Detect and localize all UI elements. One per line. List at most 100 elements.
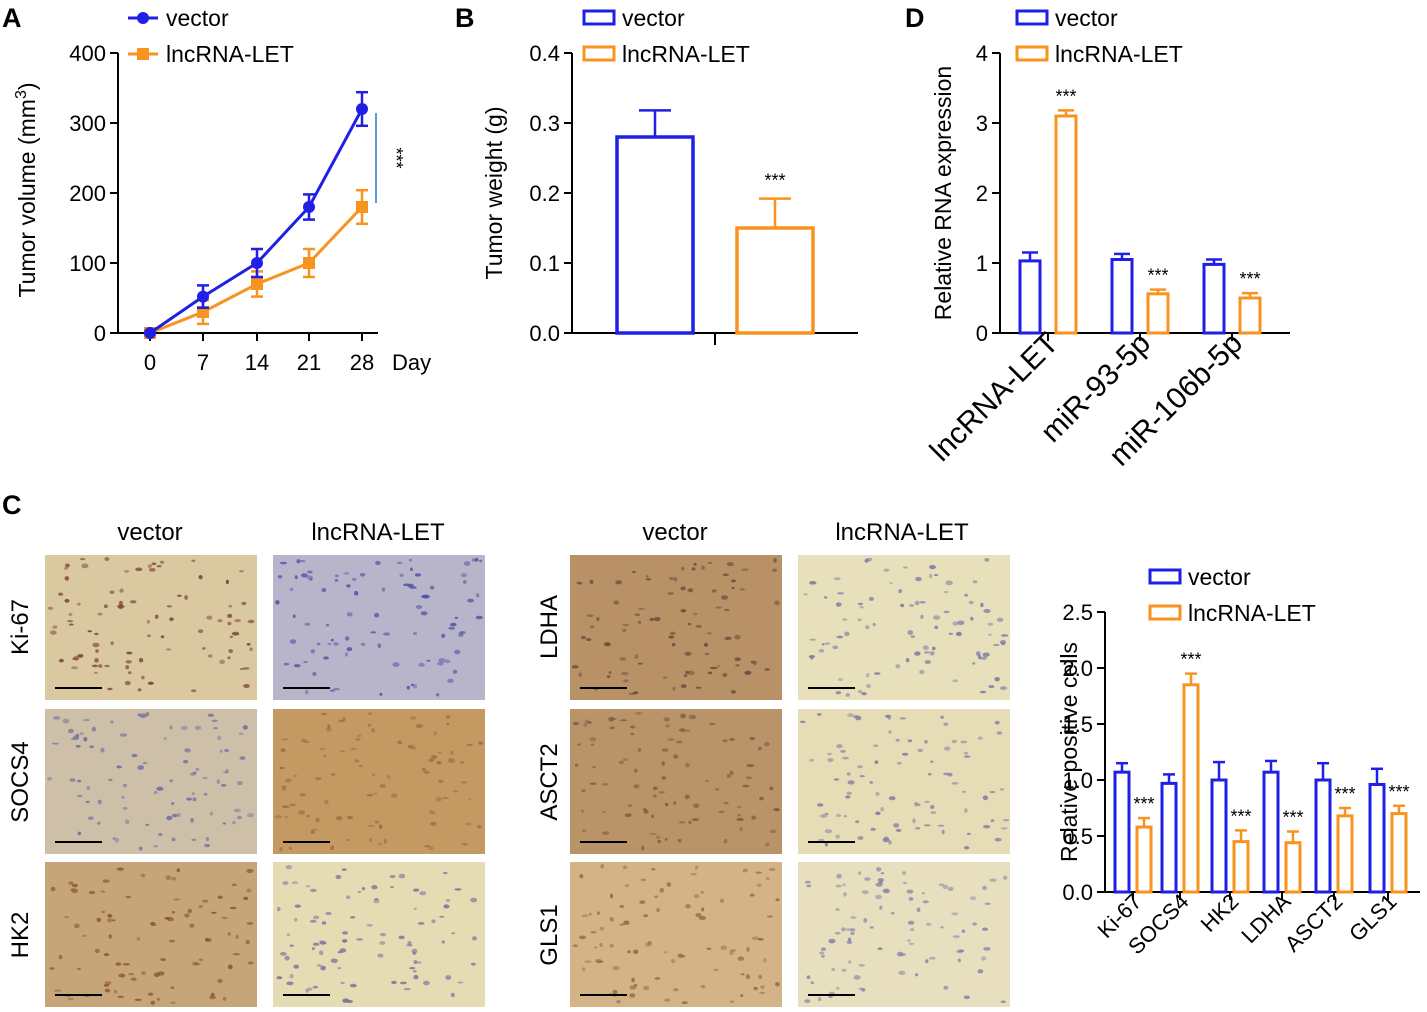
- cell-nucleus: [627, 804, 633, 808]
- cell-nucleus: [130, 977, 137, 981]
- cell-nucleus: [917, 803, 921, 807]
- cell-nucleus: [731, 586, 735, 590]
- cell-nucleus: [634, 613, 641, 617]
- cell-nucleus: [241, 601, 247, 606]
- cell-nucleus: [905, 658, 910, 663]
- cell-nucleus: [688, 820, 692, 825]
- cell-nucleus: [191, 838, 197, 842]
- cell-nucleus: [124, 570, 130, 573]
- cell-nucleus: [426, 659, 431, 662]
- cell-nucleus: [377, 643, 382, 648]
- cell-nucleus: [122, 806, 128, 810]
- cell-nucleus: [722, 573, 729, 577]
- legend-c-lncrna-swatch: [1148, 604, 1182, 621]
- cell-nucleus: [342, 931, 349, 935]
- legend-c-lncrna-label: lncRNA-LET: [1188, 600, 1316, 626]
- cell-nucleus: [806, 975, 811, 979]
- cell-nucleus: [139, 713, 147, 718]
- cell-nucleus: [804, 880, 811, 884]
- cell-nucleus: [612, 989, 618, 995]
- cell-nucleus: [619, 905, 625, 908]
- cell-nucleus: [107, 913, 113, 918]
- cell-nucleus: [307, 987, 313, 991]
- cell-nucleus: [176, 868, 180, 873]
- cell-nucleus: [343, 572, 350, 575]
- cell-nucleus: [315, 817, 320, 823]
- cell-nucleus: [97, 799, 102, 805]
- cell-nucleus: [114, 838, 120, 843]
- cell-nucleus: [320, 965, 326, 971]
- cell-nucleus: [476, 593, 480, 598]
- cell-nucleus: [293, 774, 298, 778]
- cell-nucleus: [479, 559, 483, 563]
- cell-nucleus: [846, 791, 852, 795]
- cell-nucleus: [366, 923, 373, 927]
- cell-nucleus: [633, 784, 640, 789]
- cell-nucleus: [359, 572, 366, 577]
- cell-nucleus: [435, 797, 443, 802]
- cell-nucleus: [930, 811, 936, 814]
- cell-nucleus: [643, 985, 650, 991]
- cell-nucleus: [722, 739, 728, 743]
- bar-lncrna: [1146, 292, 1170, 335]
- chart-c-ytick-label: 0.0: [1062, 880, 1093, 905]
- cell-nucleus: [160, 635, 165, 639]
- cell-nucleus: [285, 865, 293, 870]
- cell-nucleus: [809, 758, 814, 762]
- cell-nucleus: [590, 931, 597, 934]
- cell-nucleus: [836, 873, 842, 879]
- chart-c-xtick-label: GLS1: [1344, 889, 1401, 946]
- cell-nucleus: [716, 665, 721, 668]
- cell-nucleus: [910, 927, 915, 932]
- cell-nucleus: [582, 829, 587, 833]
- cell-nucleus: [413, 907, 417, 910]
- cell-nucleus: [227, 656, 231, 660]
- cell-nucleus: [661, 748, 669, 752]
- cell-nucleus: [119, 588, 124, 593]
- cell-nucleus: [340, 750, 345, 753]
- cell-nucleus: [412, 970, 417, 973]
- cell-nucleus: [652, 794, 657, 798]
- cell-nucleus: [346, 584, 351, 588]
- cell-nucleus: [909, 604, 914, 607]
- cell-nucleus: [952, 679, 958, 683]
- cell-nucleus: [169, 725, 173, 730]
- cell-nucleus: [842, 756, 849, 760]
- cell-nucleus: [600, 864, 605, 869]
- cell-nucleus: [670, 958, 676, 964]
- cell-nucleus: [282, 805, 290, 809]
- cell-nucleus: [613, 600, 620, 605]
- cell-nucleus: [847, 937, 852, 942]
- cell-nucleus: [819, 951, 825, 955]
- cell-nucleus: [286, 933, 290, 936]
- cell-nucleus: [282, 881, 289, 886]
- cell-nucleus: [928, 956, 936, 960]
- cell-nucleus: [877, 878, 884, 882]
- cell-nucleus: [85, 800, 90, 804]
- cell-nucleus: [882, 888, 889, 893]
- cell-nucleus: [877, 947, 883, 951]
- cell-nucleus: [649, 832, 657, 836]
- cell-nucleus: [572, 944, 578, 947]
- cell-nucleus: [229, 635, 234, 639]
- cell-nucleus: [988, 685, 995, 689]
- bar-lncrna: [1336, 814, 1354, 894]
- cell-nucleus: [800, 720, 806, 724]
- cell-nucleus: [150, 1000, 155, 1005]
- cell-nucleus: [423, 771, 430, 774]
- cell-nucleus: [638, 607, 645, 610]
- cell-nucleus: [88, 890, 96, 895]
- cell-nucleus: [203, 792, 208, 796]
- cell-nucleus: [923, 651, 930, 654]
- cell-nucleus: [227, 621, 232, 626]
- cell-nucleus: [596, 911, 601, 915]
- cell-nucleus: [955, 632, 962, 637]
- cell-nucleus: [691, 567, 696, 571]
- cell-nucleus: [1001, 634, 1009, 637]
- cell-nucleus: [358, 765, 363, 767]
- cell-nucleus: [53, 716, 61, 720]
- cell-nucleus: [128, 973, 135, 976]
- cell-nucleus: [245, 940, 250, 945]
- cell-nucleus: [586, 614, 594, 617]
